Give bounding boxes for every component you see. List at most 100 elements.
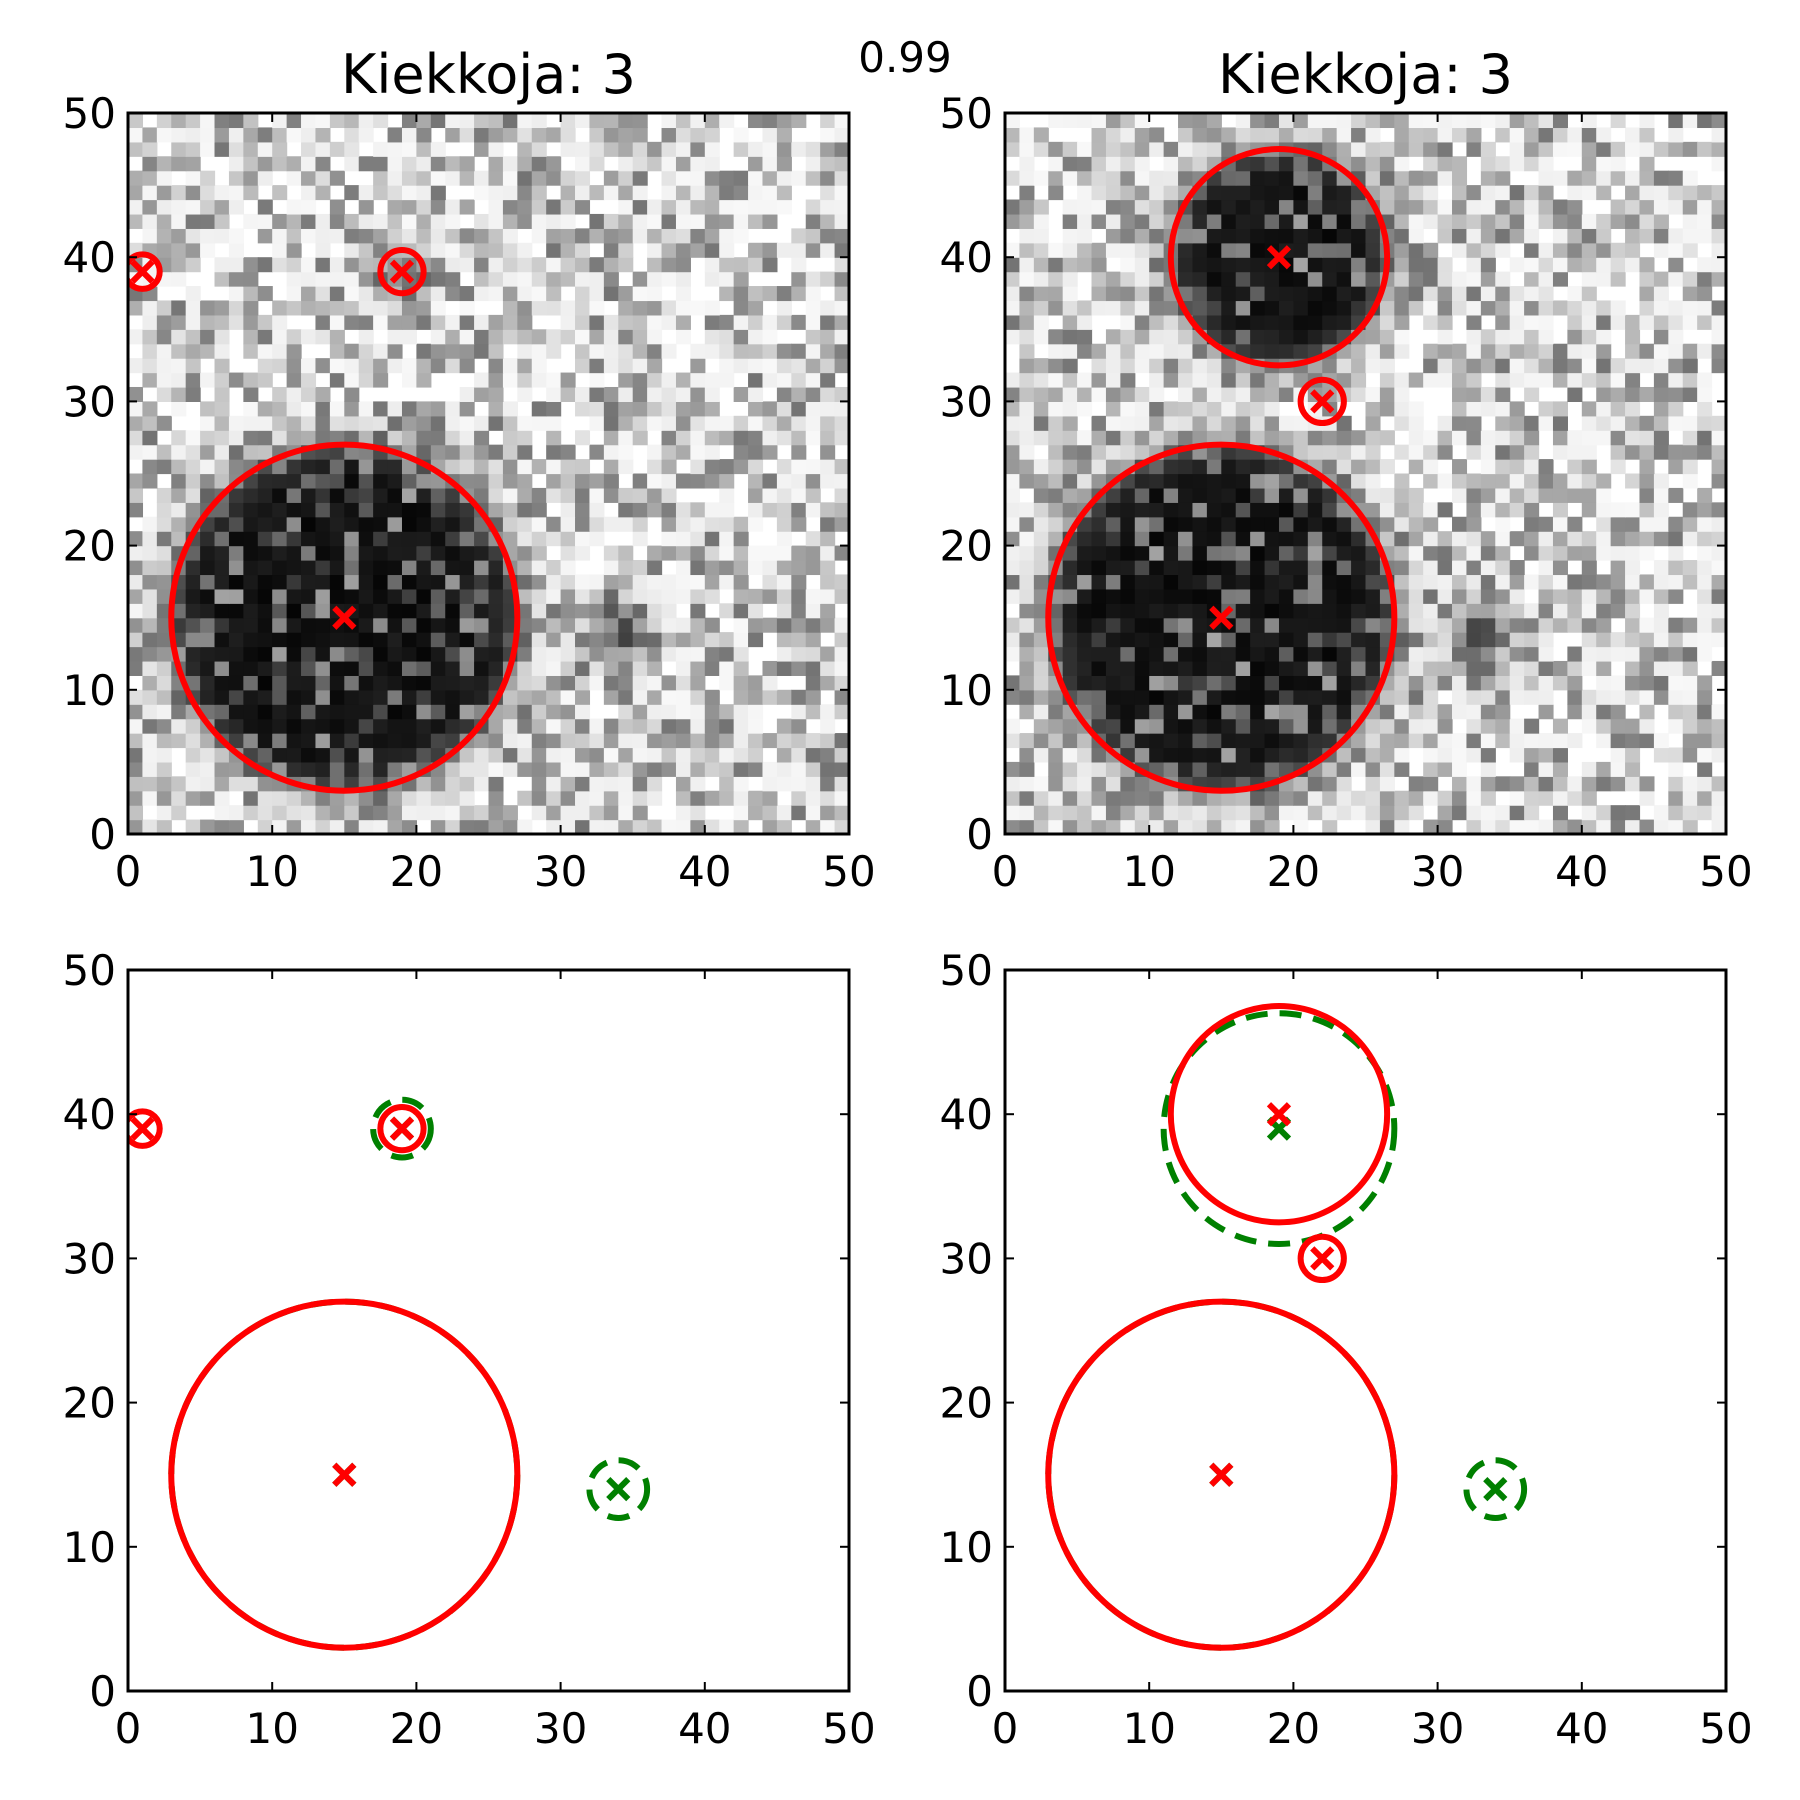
image-pixel — [358, 329, 374, 345]
image-pixel — [373, 141, 389, 157]
image-pixel — [1221, 516, 1237, 532]
image-pixel — [1293, 747, 1309, 763]
image-pixel — [589, 733, 605, 749]
image-pixel — [1509, 257, 1525, 273]
image-pixel — [156, 213, 172, 229]
image-pixel — [1033, 473, 1049, 489]
image-pixel — [675, 386, 691, 402]
image-pixel — [1149, 415, 1165, 431]
image-pixel — [776, 141, 792, 157]
image-pixel — [1495, 776, 1511, 792]
image-pixel — [748, 588, 764, 604]
image-pixel — [1437, 213, 1453, 229]
image-pixel — [690, 228, 706, 244]
image-pixel — [1668, 761, 1684, 777]
image-pixel — [1105, 776, 1121, 792]
image-pixel — [1091, 531, 1107, 547]
image-pixel — [632, 646, 648, 662]
image-pixel — [1322, 689, 1338, 705]
image-pixel — [315, 560, 331, 576]
image-pixel — [1408, 689, 1424, 705]
image-pixel — [834, 473, 849, 489]
image-pixel — [1711, 314, 1726, 330]
image-pixel — [1408, 430, 1424, 446]
image-pixel — [820, 560, 836, 576]
image-pixel — [632, 156, 648, 172]
image-pixel — [1365, 156, 1381, 172]
image-pixel — [776, 603, 792, 619]
image-pixel — [834, 747, 849, 763]
image-pixel — [329, 588, 345, 604]
image-pixel — [1250, 487, 1266, 503]
image-pixel — [344, 560, 360, 576]
image-pixel — [1538, 689, 1554, 705]
image-pixel — [1480, 660, 1496, 676]
image-pixel — [1250, 747, 1266, 763]
image-pixel — [675, 502, 691, 518]
x-tick-label: 0 — [115, 1704, 142, 1753]
image-pixel — [618, 242, 634, 258]
image-pixel — [1149, 516, 1165, 532]
image-pixel — [1307, 170, 1323, 186]
image-pixel — [1048, 516, 1064, 532]
image-pixel — [791, 545, 807, 561]
image-pixel — [1423, 718, 1439, 734]
image-pixel — [661, 113, 677, 129]
image-pixel — [1495, 718, 1511, 734]
image-pixel — [228, 588, 244, 604]
image-pixel — [546, 170, 562, 186]
image-pixel — [1033, 401, 1049, 417]
image-pixel — [733, 819, 749, 834]
image-pixel — [214, 271, 230, 287]
image-pixel — [1365, 761, 1381, 777]
image-pixel — [387, 516, 403, 532]
image-pixel — [1120, 113, 1136, 129]
image-pixel — [546, 372, 562, 388]
image-pixel — [690, 170, 706, 186]
image-pixel — [632, 819, 648, 834]
image-pixel — [329, 459, 345, 475]
image-pixel — [1423, 170, 1439, 186]
image-pixel — [1495, 127, 1511, 143]
figure-suptitle: 0.99 — [858, 33, 952, 82]
image-pixel — [1278, 502, 1294, 518]
image-pixel — [820, 617, 836, 633]
image-pixel — [459, 444, 475, 460]
image-pixel — [1524, 185, 1540, 201]
image-pixel — [1322, 141, 1338, 157]
image-pixel — [1452, 300, 1468, 316]
image-pixel — [358, 675, 374, 691]
image-pixel — [1495, 516, 1511, 532]
image-pixel — [459, 415, 475, 431]
image-pixel — [474, 141, 490, 157]
image-pixel — [502, 170, 518, 186]
image-pixel — [128, 603, 144, 619]
image-pixel — [690, 372, 706, 388]
image-pixel — [1365, 257, 1381, 273]
image-pixel — [675, 718, 691, 734]
image-pixel — [1120, 646, 1136, 662]
image-pixel — [776, 170, 792, 186]
image-pixel — [1480, 113, 1496, 129]
image-pixel — [401, 127, 417, 143]
image-pixel — [358, 473, 374, 489]
image-pixel — [675, 242, 691, 258]
image-pixel — [1322, 704, 1338, 720]
image-pixel — [416, 632, 432, 648]
image-pixel — [257, 675, 273, 691]
image-pixel — [647, 459, 663, 475]
image-pixel — [618, 358, 634, 374]
image-pixel — [1394, 502, 1410, 518]
image-pixel — [748, 358, 764, 374]
image-pixel — [733, 805, 749, 821]
image-pixel — [401, 545, 417, 561]
image-pixel — [1264, 228, 1280, 244]
image-pixel — [1697, 343, 1713, 359]
image-pixel — [315, 358, 331, 374]
image-pixel — [1423, 776, 1439, 792]
image-pixel — [690, 213, 706, 229]
image-pixel — [1581, 329, 1597, 345]
image-pixel — [719, 560, 735, 576]
image-pixel — [1322, 228, 1338, 244]
image-pixel — [531, 156, 547, 172]
